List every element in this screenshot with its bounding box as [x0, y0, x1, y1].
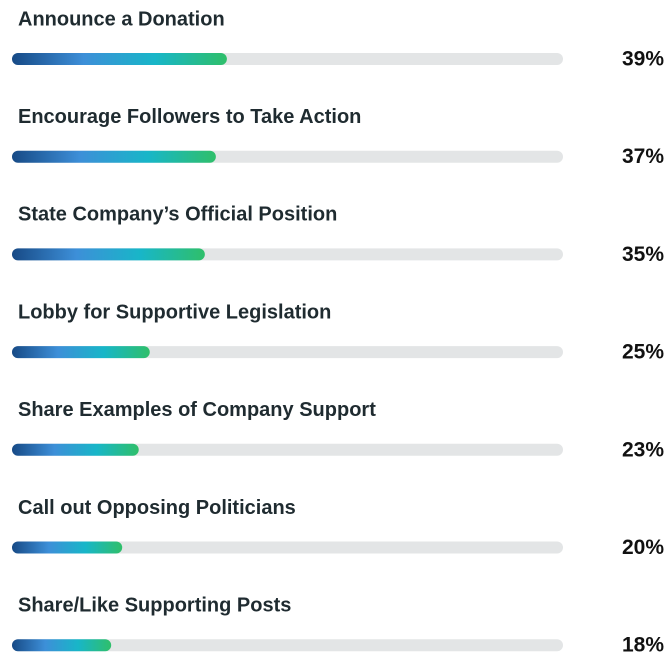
- bar: [12, 443, 139, 456]
- bar-track: [12, 541, 563, 554]
- value-label: 37%: [622, 145, 664, 168]
- category-label: State Company’s Official Position: [18, 204, 337, 226]
- bar-track: [12, 443, 563, 456]
- category-label: Call out Opposing Politicians: [18, 497, 296, 519]
- bar: [12, 346, 150, 359]
- category-label: Share/Like Supporting Posts: [18, 594, 291, 616]
- value-label: 25%: [622, 341, 664, 364]
- bar: [12, 150, 216, 163]
- bar-track: [12, 346, 563, 359]
- bar: [12, 248, 205, 261]
- bar: [12, 53, 227, 65]
- category-label: Share Examples of Company Support: [18, 399, 376, 421]
- value-label: 20%: [622, 536, 664, 559]
- value-label: 23%: [622, 438, 664, 461]
- value-label: 35%: [622, 243, 664, 266]
- value-label: 18%: [622, 634, 664, 655]
- category-label: Lobby for Supportive Legislation: [18, 301, 331, 323]
- bar: [12, 639, 112, 652]
- bar-track: [12, 639, 563, 652]
- category-label: Announce a Donation: [18, 8, 225, 30]
- category-label: Encourage Followers to Take Action: [18, 106, 361, 128]
- value-label: 39%: [622, 48, 664, 71]
- bar: [12, 541, 123, 554]
